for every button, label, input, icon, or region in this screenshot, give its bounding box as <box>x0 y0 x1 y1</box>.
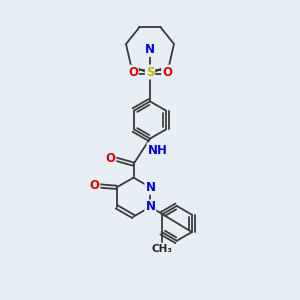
Text: O: O <box>105 152 116 165</box>
Text: O: O <box>162 65 172 79</box>
Text: O: O <box>89 179 99 192</box>
Text: O: O <box>128 65 138 79</box>
Text: S: S <box>146 65 154 79</box>
Text: NH: NH <box>148 143 167 157</box>
Text: N: N <box>145 43 155 56</box>
Text: N: N <box>146 200 155 213</box>
Text: CH₃: CH₃ <box>151 244 172 254</box>
Text: N: N <box>146 181 155 194</box>
